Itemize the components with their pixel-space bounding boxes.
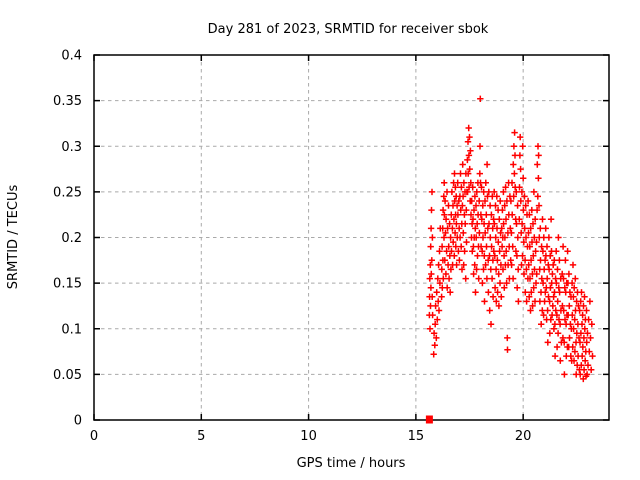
y-tick-label: 0.2: [61, 231, 82, 246]
x-tick-label: 20: [515, 429, 532, 444]
y-tick-label: 0.4: [61, 49, 82, 64]
x-tick-label: 5: [197, 429, 205, 444]
chart-title: Day 281 of 2023, SRMTID for receiver sbo…: [208, 22, 489, 37]
plot-border: [93, 54, 610, 421]
y-tick-label: 0.35: [53, 94, 82, 109]
x-axis-label: GPS time / hours: [297, 456, 406, 471]
y-tick-label: 0.05: [53, 368, 82, 383]
y-tick-label: 0: [74, 414, 82, 429]
x-tick-labels: 0 5 10 15 20: [90, 429, 532, 444]
y-tick-label: 0.1: [61, 322, 82, 337]
y-tick-labels: 0 0.05 0.1 0.15 0.2 0.25 0.3 0.35 0.4: [53, 49, 82, 429]
y-tick-label: 0.3: [61, 140, 82, 155]
x-tick-label: 0: [90, 429, 98, 444]
scatter-series: [425, 95, 596, 424]
zero-value-marker: [425, 415, 433, 424]
x-tick-label: 15: [408, 429, 425, 444]
data-point-markers: [426, 95, 596, 383]
y-tick-label: 0.15: [53, 277, 82, 292]
y-axis-label: SRMTID / TECUs: [6, 185, 21, 290]
x-tick-label: 10: [300, 429, 317, 444]
y-tick-label: 0.25: [53, 185, 82, 200]
